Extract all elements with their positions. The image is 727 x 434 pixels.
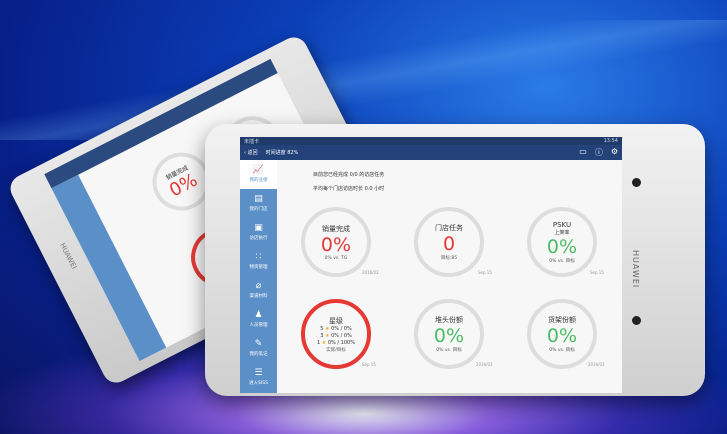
card-date: Sep 15 [362, 362, 376, 367]
note-icon: ✎ [254, 339, 263, 349]
back-button[interactable]: ‹ 返回 [244, 150, 258, 156]
app-screen: 未插卡 13:54 ‹ 返回 时间进度 82% ▭ ⓘ ⚙ 📈 我的业绩 ▤ 我的门… [240, 137, 622, 393]
sidebar-item-siss[interactable]: ☰ 进入SISS [240, 363, 277, 392]
sidebar-item-label: 我的门店 [249, 207, 268, 212]
card-date: 2016/02 [362, 270, 379, 275]
chart-icon: 📈 [252, 165, 265, 175]
card-date: Sep 15 [478, 270, 492, 275]
sidebar-item-notes[interactable]: ✎ 我的笔记 [240, 334, 277, 363]
card-sales[interactable]: 销量完成 0% 0% vs. TG [301, 207, 371, 277]
star-row: 3 ★ 0% / 0% [320, 333, 352, 340]
carrier-text: 未插卡 [244, 138, 260, 145]
card-title: PSKU [552, 220, 572, 229]
card-title: 货架份额 [548, 316, 576, 324]
card-store-tasks[interactable]: 门店任务 0 目标:85 [414, 207, 484, 277]
sidebar-item-visits[interactable]: ▣ 访店执行 [240, 218, 277, 247]
people-icon: ♟ [254, 310, 263, 320]
card-sub: 0% vs. 目标 [436, 348, 462, 353]
clipboard-icon: ▣ [254, 223, 263, 233]
visit-duration: 平均每个门店访店时长 0.0 小时 [313, 186, 385, 192]
star-level: 3 [320, 332, 324, 339]
app-header: ‹ 返回 时间进度 82% ▭ ⓘ ⚙ [240, 145, 622, 160]
back-brand-logo: HUAWEI [58, 241, 79, 271]
card-title: 堆头份额 [435, 316, 463, 324]
sidebar-item-label: 访店执行 [249, 236, 268, 241]
page-title: 时间进度 82% [265, 150, 299, 156]
card-value: 0% [433, 325, 465, 347]
status-bar: 未插卡 13:54 [240, 137, 622, 145]
sidebar-item-label: 我的业绩 [249, 178, 268, 183]
card-value: 0 [442, 233, 456, 255]
star-level: 1 [317, 339, 321, 346]
gear-icon[interactable]: ⚙ [610, 147, 618, 156]
brand-logo: HUAWEI [631, 250, 640, 289]
back-sidebar [51, 174, 167, 362]
sensor-icon [632, 316, 641, 325]
card-psku[interactable]: PSKU 上架率 0% 0% vs. 目标 [527, 207, 597, 277]
sidebar-item-label: 物资管理 [249, 265, 268, 270]
sidebar-item-materials[interactable]: ∷ 物资管理 [240, 247, 277, 276]
sidebar-item-stores[interactable]: ▤ 我的门店 [240, 189, 277, 218]
card-date: 2016/02 [476, 362, 493, 367]
card-date: 2016/02 [588, 362, 605, 367]
clock: 13:54 [603, 138, 618, 144]
back-label: 返回 [247, 150, 258, 156]
card-sub: 目标:85 [440, 256, 458, 261]
card-value: 0% [546, 325, 578, 347]
message-icon[interactable]: ▭ [579, 147, 587, 156]
card-sub: 0% vs. 目标 [549, 258, 575, 264]
sidebar-item-label: 进入SISS [249, 381, 268, 386]
sidebar-item-label: 我的笔记 [249, 352, 268, 357]
card-value: 0% [320, 233, 352, 256]
star-value: 0% / 0% [331, 332, 352, 339]
star-icon: ★ [324, 325, 330, 332]
camera-icon [632, 178, 641, 187]
card-sub: 0% vs. 目标 [549, 348, 575, 353]
card-title: 门店任务 [435, 224, 463, 232]
star-level: 5 [320, 325, 324, 332]
card-title: 星级 [329, 316, 343, 325]
list-icon: ☰ [254, 368, 263, 378]
card-subtitle: 上架率 [554, 229, 570, 236]
star-row: 5 ★ 0% / 0% [320, 326, 352, 333]
grid-icon: ∷ [255, 252, 262, 262]
card-title: 销量完成 [322, 224, 350, 233]
star-value: 0% / 100% [327, 339, 355, 346]
star-value: 0% / 0% [331, 325, 352, 332]
card-sub: 0% vs. TG [324, 255, 348, 261]
sidebar-item-label: 渠道材料 [249, 294, 268, 299]
card-shelf-share[interactable]: 货架份额 0% 0% vs. 目标 [527, 299, 597, 369]
sidebar: 📈 我的业绩 ▤ 我的门店 ▣ 访店执行 ∷ 物资管理 ⌀ 渠道材料 ♟ 人员管理 ✎ 我的笔… [240, 160, 277, 393]
card-sub: 实际/目标 [326, 347, 346, 353]
star-row: 1 ★ 0% / 100% [317, 340, 355, 347]
paperclip-icon: ⌀ [255, 281, 262, 291]
card-star-rating[interactable]: 星级 5 ★ 0% / 0% 3 ★ 0% / 0% 1 ★ 0% / 100%… [301, 299, 371, 369]
star-icon: ★ [324, 332, 330, 339]
card-date: Sep 15 [590, 270, 604, 275]
visit-summary: 目前您已经完成 0/0 的访店任务 [313, 172, 385, 178]
card-value: 0% [546, 235, 578, 258]
sidebar-item-people[interactable]: ♟ 人员管理 [240, 305, 277, 334]
sidebar-item-channel[interactable]: ⌀ 渠道材料 [240, 276, 277, 305]
sidebar-item-label: 人员管理 [249, 323, 268, 328]
star-icon: ★ [321, 339, 327, 346]
card-endcap-share[interactable]: 堆头份额 0% 0% vs. 目标 [414, 299, 484, 369]
help-icon[interactable]: ⓘ [594, 148, 603, 157]
sidebar-item-performance[interactable]: 📈 我的业绩 [240, 160, 277, 189]
store-icon: ▤ [254, 194, 263, 204]
background-light-streak [0, 20, 727, 140]
